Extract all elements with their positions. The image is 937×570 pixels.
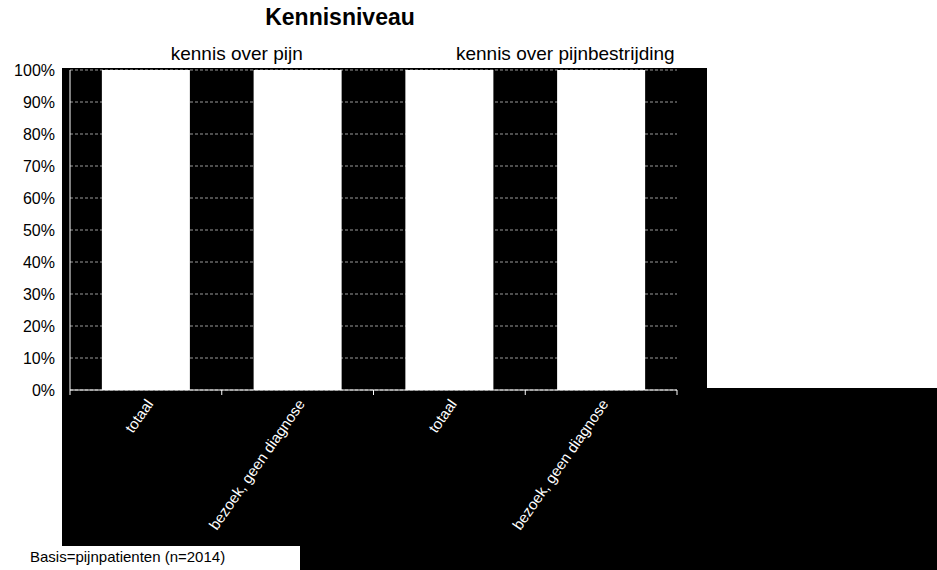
x-tick-separator xyxy=(373,390,374,395)
y-tick xyxy=(65,262,70,263)
y-tick xyxy=(65,166,70,167)
x-tick-label: bezoek, geen diagnose xyxy=(205,396,308,533)
x-tick-separator xyxy=(525,390,526,395)
x-tick-label: bezoek, geen diagnose xyxy=(509,396,612,533)
y-tick-label: 0% xyxy=(32,382,55,399)
y-tick xyxy=(65,358,70,359)
y-tick-label: 70% xyxy=(23,158,55,175)
x-tick-label: totaal xyxy=(425,396,460,436)
y-tick xyxy=(65,102,70,103)
x-tick-separator xyxy=(221,390,222,395)
bar xyxy=(405,70,493,390)
y-tick-label: 40% xyxy=(23,254,55,271)
y-tick-label: 10% xyxy=(23,350,55,367)
bars xyxy=(102,70,645,390)
bar xyxy=(254,70,342,390)
y-tick-label: 30% xyxy=(23,286,55,303)
y-tick xyxy=(65,294,70,295)
page-background xyxy=(0,0,937,570)
y-tick xyxy=(65,70,70,71)
y-tick-label: 90% xyxy=(23,94,55,111)
legend-box xyxy=(707,68,937,388)
x-tick-separator xyxy=(70,390,71,395)
y-tick xyxy=(65,326,70,327)
y-tick-label: 50% xyxy=(23,222,55,239)
y-axis xyxy=(70,70,71,390)
footnote-background xyxy=(0,546,300,570)
y-tick xyxy=(65,134,70,135)
title: Kennisniveau xyxy=(265,4,415,30)
group-label: kennis over pijn xyxy=(171,43,303,64)
y-tick xyxy=(65,198,70,199)
x-tick-separator xyxy=(677,390,678,395)
chart-background xyxy=(62,68,937,570)
group-label: kennis over pijnbestrijding xyxy=(456,43,675,64)
y-tick-label: 80% xyxy=(23,126,55,143)
bar xyxy=(557,70,645,390)
chart: 0% 10% 20% 30% 40% 50% 60% 70% 80% 90% 100% totaal b… xyxy=(0,0,937,570)
y-tick xyxy=(65,390,70,391)
footnote: Basis=pijnpatienten (n=2014) xyxy=(30,548,225,565)
y-tick xyxy=(65,230,70,231)
y-tick-label: 100% xyxy=(14,62,55,79)
bar xyxy=(102,70,190,390)
x-tick-label: totaal xyxy=(121,396,156,436)
y-tick-label: 60% xyxy=(23,190,55,207)
y-tick-label: 20% xyxy=(23,318,55,335)
